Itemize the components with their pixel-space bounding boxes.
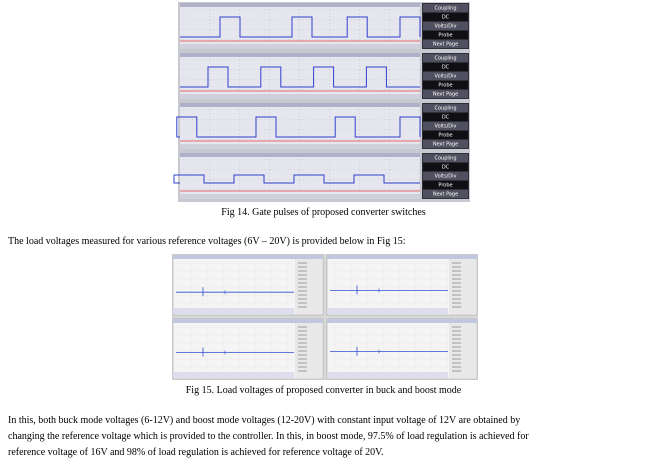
- paragraph-line: The load voltages measured for various r…: [8, 236, 406, 247]
- menu-item-bg: [423, 113, 468, 121]
- menu-item: Next Page: [433, 92, 458, 98]
- menu-item: DC: [442, 165, 450, 171]
- scope-status-bar: [173, 308, 294, 314]
- pulse-trace: [173, 174, 420, 184]
- pulse-trace: [180, 16, 421, 38]
- scope-status-bar: [180, 153, 420, 157]
- menu-item: Next Page: [433, 192, 458, 198]
- figure-15: [172, 254, 478, 380]
- menu-item: Volts/Div: [435, 124, 457, 130]
- scope-status-bar: [180, 194, 420, 199]
- scope-status-bar: [327, 372, 448, 378]
- menu-item-bg: [423, 13, 468, 21]
- menu-item-bg: [423, 63, 468, 71]
- figure-14: Coupling DC Volts/Div Probe Next Page Couplin…: [173, 2, 470, 202]
- menu-item: Probe: [438, 83, 452, 89]
- paragraph-line: changing the reference voltage which is …: [8, 431, 529, 442]
- scope-status-bar: [180, 53, 420, 57]
- scope-grid: [180, 7, 420, 43]
- menu-item-bg: [423, 81, 468, 89]
- pulse-trace: [180, 66, 420, 88]
- scope-status-bar: [180, 3, 420, 7]
- scope-grid: [180, 57, 420, 93]
- menu-item-bg: [423, 154, 468, 162]
- pulse-trace: [176, 116, 421, 138]
- scope-side-panel: [449, 323, 476, 378]
- paragraph-line: reference voltage of 16V and 98% of load…: [8, 447, 384, 458]
- scope-grid: [176, 260, 294, 306]
- menu-item-bg: [423, 40, 468, 48]
- menu-item-bg: [423, 4, 468, 12]
- menu-item-bg: [423, 90, 468, 98]
- menu-item-bg: [423, 140, 468, 148]
- scope-status-bar: [173, 372, 294, 378]
- menu-item: Coupling: [434, 156, 456, 162]
- scope-status-bar: [180, 44, 420, 49]
- menu-item: Coupling: [434, 56, 456, 62]
- menu-item-bg: [423, 163, 468, 171]
- menu-item: Coupling: [434, 6, 456, 12]
- scope-status-bar: [327, 308, 448, 314]
- scope-side-panel: [295, 259, 322, 314]
- menu-item-bg: [423, 54, 468, 62]
- menu-item-bg: [423, 131, 468, 139]
- scope-status-bar: [327, 255, 477, 259]
- menu-item-bg: [423, 22, 468, 30]
- menu-item: DC: [442, 65, 450, 71]
- scope-status-bar: [180, 103, 420, 107]
- figure-caption: Fig 15. Load voltages of proposed conver…: [185, 385, 462, 396]
- scope-grid: [330, 324, 448, 370]
- scope-status-bar: [173, 319, 323, 323]
- menu-item: Probe: [438, 133, 452, 139]
- figure-caption: Fig 14. Gate pulses of proposed converte…: [221, 207, 426, 218]
- scope-status-bar: [180, 144, 420, 149]
- menu-item: Probe: [438, 183, 452, 189]
- menu-item-bg: [423, 122, 468, 130]
- paragraph-line: In this, both buck mode voltages (6-12V)…: [8, 415, 521, 426]
- menu-item-bg: [423, 181, 468, 189]
- menu-item: Next Page: [433, 42, 458, 48]
- menu-item-bg: [423, 104, 468, 112]
- scope-grid: [176, 324, 294, 370]
- menu-item: Volts/Div: [435, 174, 457, 180]
- menu-item-bg: [423, 72, 468, 80]
- scope-status-bar: [173, 255, 323, 259]
- scope-side-panel: [449, 259, 476, 314]
- scope-status-bar: [180, 94, 420, 99]
- menu-item: Coupling: [434, 106, 456, 112]
- menu-item: DC: [442, 15, 450, 21]
- menu-item: DC: [442, 115, 450, 121]
- scope-grid: [330, 260, 448, 306]
- menu-item-bg: [423, 172, 468, 180]
- menu-item: Probe: [438, 33, 452, 39]
- menu-item: Volts/Div: [435, 74, 457, 80]
- menu-item-bg: [423, 190, 468, 198]
- scope-grid: [180, 107, 420, 143]
- scope-side-panel: [295, 323, 322, 378]
- menu-item: Volts/Div: [435, 24, 457, 30]
- menu-item-bg: [423, 31, 468, 39]
- scope-status-bar: [327, 319, 477, 323]
- menu-item: Next Page: [433, 142, 458, 148]
